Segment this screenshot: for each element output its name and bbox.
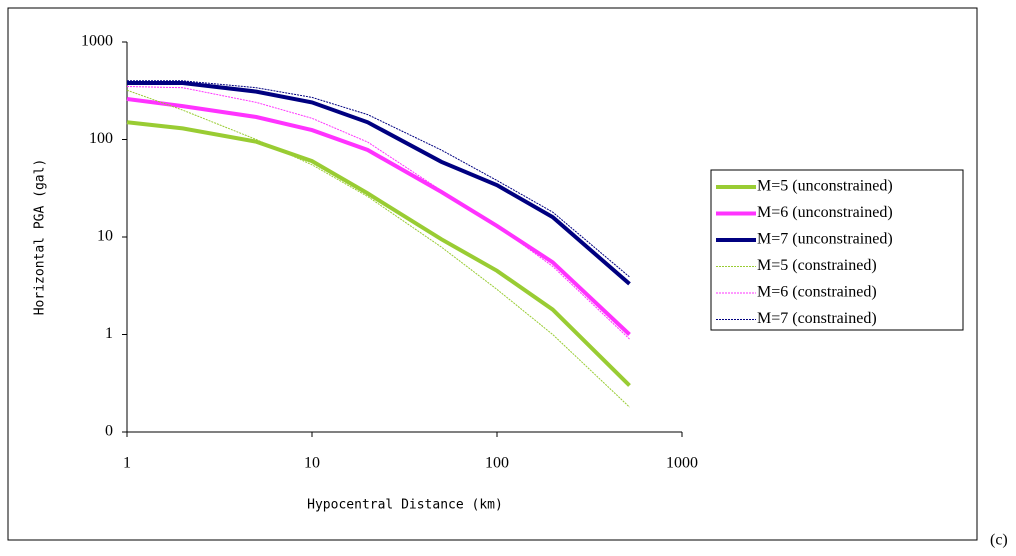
y-tick-label: 0 bbox=[105, 423, 113, 440]
series-line bbox=[126, 89, 630, 408]
legend-label: M=5 (unconstrained) bbox=[757, 178, 893, 195]
x-tick-label: 1000 bbox=[666, 455, 698, 472]
legend-label: M=7 (unconstrained) bbox=[757, 231, 893, 248]
x-axis-title: Hypocentral Distance (km) bbox=[307, 498, 503, 513]
y-tick-label: 100 bbox=[89, 130, 113, 147]
series-line bbox=[127, 80, 630, 278]
x-tick-label: 1 bbox=[123, 455, 131, 472]
y-tick-label: 1 bbox=[105, 325, 113, 342]
legend-label: M=7 (constrained) bbox=[757, 310, 877, 327]
legend-label: M=5 (constrained) bbox=[757, 257, 877, 274]
annotation: (c) bbox=[990, 532, 1008, 549]
legend-label: M=6 (constrained) bbox=[757, 284, 877, 301]
legend-box bbox=[710, 169, 964, 331]
y-tick-label: 1000 bbox=[81, 33, 113, 50]
series-line bbox=[127, 81, 631, 286]
series-line bbox=[126, 120, 631, 387]
legend-label: M=6 (unconstrained) bbox=[757, 204, 893, 221]
y-tick-label: 10 bbox=[97, 228, 113, 245]
x-tick-label: 100 bbox=[485, 455, 509, 472]
y-axis-title: Horizontal PGA (gal) bbox=[33, 159, 48, 316]
series-line bbox=[126, 86, 630, 340]
series-line bbox=[126, 97, 631, 336]
x-tick-label: 10 bbox=[304, 455, 320, 472]
